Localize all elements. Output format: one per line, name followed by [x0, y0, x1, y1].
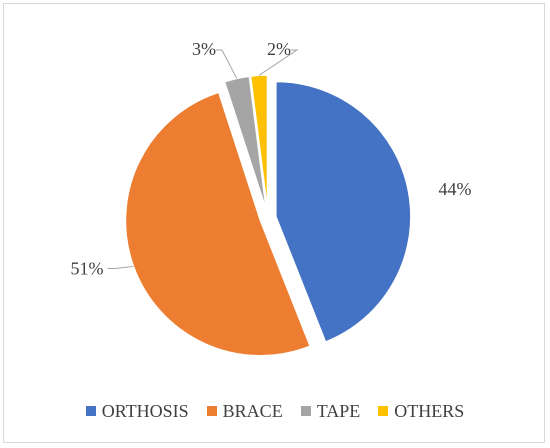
data-label-tape: 3%	[192, 39, 216, 59]
legend-label-brace: BRACE	[222, 400, 283, 421]
legend-item-orthosis: ORTHOSIS	[85, 400, 189, 422]
legend-swatch-orthosis	[85, 406, 96, 416]
data-label-brace: 51%	[70, 258, 103, 278]
data-labels: 44% 51% 3% 2%	[70, 39, 471, 278]
legend-label-others: OTHERS	[394, 400, 465, 421]
legend-label-tape: TAPE	[316, 400, 361, 421]
legend: ORTHOSIS BRACE TAPE OTHERS	[0, 398, 550, 424]
legend-label-orthosis: ORTHOSIS	[101, 400, 189, 421]
legend-swatch-brace	[206, 406, 217, 416]
pie-slice-tape	[223, 75, 267, 211]
leader-line-others	[258, 49, 299, 76]
legend-item-tape: TAPE	[300, 400, 361, 422]
pie-slice-orthosis	[275, 80, 412, 343]
leader-lines	[107, 49, 299, 269]
leader-line-tape	[216, 49, 238, 79]
data-label-others: 2%	[267, 39, 291, 59]
chart-frame	[3, 3, 545, 443]
legend-item-brace: BRACE	[206, 400, 283, 422]
data-label-orthosis: 44%	[438, 179, 471, 199]
pie-slices	[124, 74, 412, 357]
pie-slice-brace	[124, 91, 312, 357]
legend-swatch-tape	[300, 406, 311, 416]
leader-line-brace	[107, 265, 134, 269]
legend-swatch-others	[378, 406, 389, 416]
legend-item-others: OTHERS	[378, 401, 464, 422]
